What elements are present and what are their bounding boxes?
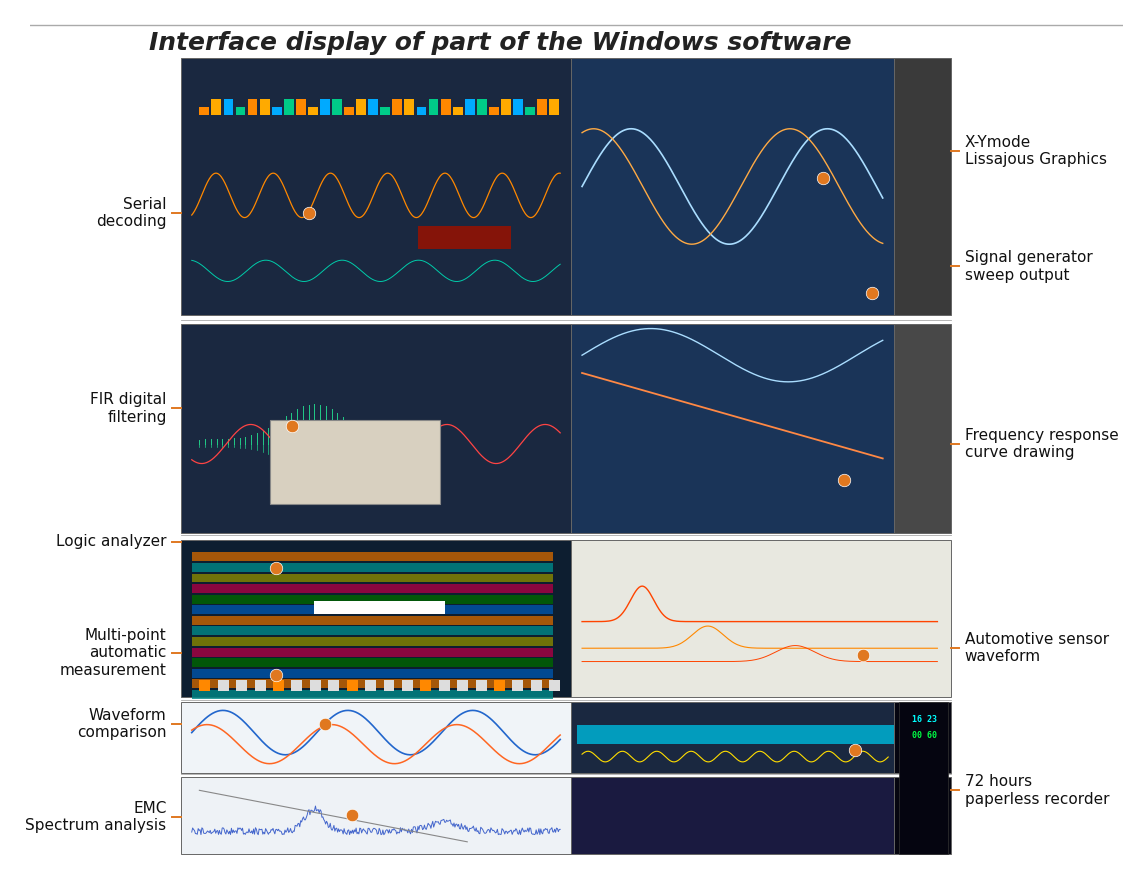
Bar [537, 99, 548, 115]
Bar [292, 680, 302, 691]
Text: 00 60: 00 60 [912, 731, 937, 740]
Bar [380, 107, 390, 115]
Bar [236, 680, 247, 691]
Bar [475, 680, 487, 691]
Bar [571, 702, 893, 773]
Bar [441, 99, 450, 115]
Bar [200, 107, 209, 115]
Bar [271, 420, 440, 504]
Bar [192, 584, 552, 593]
Bar [549, 99, 559, 115]
Bar [192, 606, 552, 614]
Bar [489, 107, 498, 115]
Bar [273, 680, 284, 691]
Bar [180, 58, 571, 315]
Bar [332, 99, 342, 115]
Bar [501, 99, 511, 115]
Bar [192, 658, 552, 667]
Bar [259, 99, 270, 115]
Bar [296, 99, 305, 115]
Bar [211, 99, 222, 115]
Bar [402, 680, 413, 691]
Text: 72 hours
paperless recorder: 72 hours paperless recorder [964, 774, 1109, 806]
Bar [310, 680, 320, 691]
Text: Multi-point
automatic
measurement: Multi-point automatic measurement [60, 628, 166, 678]
Bar [404, 99, 414, 115]
Bar [192, 574, 552, 583]
Bar [328, 680, 339, 691]
Bar [571, 324, 893, 533]
Bar [369, 99, 378, 115]
Bar [465, 99, 474, 115]
Bar [180, 777, 571, 854]
Bar [192, 669, 552, 678]
Bar [383, 680, 395, 691]
Bar [530, 680, 542, 691]
Text: Waveform
comparison: Waveform comparison [77, 708, 166, 740]
Bar [457, 680, 468, 691]
Bar [452, 107, 463, 115]
Bar [218, 680, 228, 691]
Bar [192, 595, 552, 604]
Bar [347, 680, 358, 691]
Bar [192, 637, 552, 646]
Bar [344, 107, 354, 115]
Bar [192, 552, 552, 561]
Bar [418, 226, 511, 249]
Bar [356, 99, 366, 115]
Bar [893, 58, 951, 315]
Bar [284, 99, 294, 115]
Bar [308, 107, 318, 115]
Bar [180, 702, 571, 773]
Bar [428, 99, 439, 115]
Text: EMC
Spectrum analysis: EMC Spectrum analysis [25, 801, 166, 833]
Text: FIR digital
filtering: FIR digital filtering [91, 392, 166, 424]
Text: Serial
decoding: Serial decoding [96, 197, 166, 229]
Bar [180, 324, 571, 533]
Bar [513, 99, 522, 115]
Bar [235, 107, 246, 115]
Text: 16 23: 16 23 [912, 715, 937, 724]
Text: Signal generator
sweep output: Signal generator sweep output [964, 250, 1093, 282]
Bar [192, 690, 552, 699]
Text: Logic analyzer: Logic analyzer [56, 535, 166, 549]
Bar [571, 540, 951, 697]
Bar [192, 647, 552, 656]
Bar [180, 540, 571, 697]
Bar [525, 107, 535, 115]
Bar [255, 680, 265, 691]
Bar [571, 777, 893, 854]
Bar [417, 107, 426, 115]
Bar [200, 680, 210, 691]
Bar [224, 99, 233, 115]
Bar [549, 680, 560, 691]
Bar [893, 777, 951, 854]
Bar [899, 702, 948, 854]
Bar [494, 680, 505, 691]
Bar [192, 679, 552, 688]
Bar [393, 99, 402, 115]
Bar [420, 680, 432, 691]
Bar [315, 601, 445, 614]
Bar [476, 99, 487, 115]
Text: X-Ymode
Lissajous Graphics: X-Ymode Lissajous Graphics [964, 135, 1107, 167]
Text: Interface display of part of the Windows software: Interface display of part of the Windows… [149, 31, 852, 55]
Text: Automotive sensor
waveform: Automotive sensor waveform [964, 632, 1109, 664]
Bar [365, 680, 377, 691]
Bar [192, 616, 552, 625]
Bar [272, 107, 281, 115]
Bar [571, 58, 893, 315]
Bar [320, 99, 329, 115]
Bar [192, 626, 552, 635]
Bar [192, 563, 552, 572]
Text: Frequency response
curve drawing: Frequency response curve drawing [964, 428, 1118, 460]
Bar [893, 702, 951, 773]
Bar [248, 99, 257, 115]
Bar [576, 725, 893, 744]
Bar [893, 324, 951, 533]
Bar [439, 680, 450, 691]
Bar [512, 680, 523, 691]
